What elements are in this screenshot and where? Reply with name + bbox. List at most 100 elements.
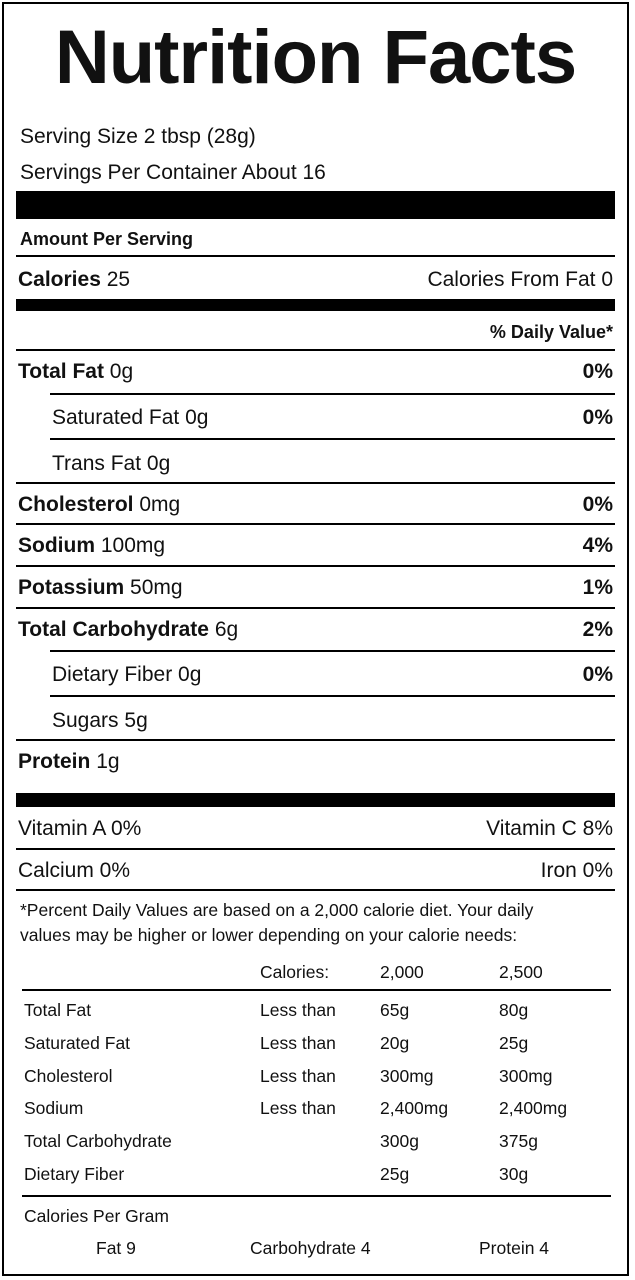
footnote: *Percent Daily Values are based on a 2,0…	[20, 898, 533, 948]
nutrient-row-protein: Protein 1g	[16, 750, 613, 780]
nutrient-row-total-carbohydrate: Total Carbohydrate 6g 2%	[16, 618, 613, 648]
nutrient-label: Sugars	[52, 709, 119, 732]
dv-table-cell: Sodium	[24, 1098, 84, 1118]
thick-divider	[16, 793, 615, 807]
nutrient-amount: 50mg	[130, 576, 183, 599]
nutrient-dv: 1%	[582, 576, 613, 599]
calories-per-gram-fat: Fat 9	[96, 1238, 136, 1258]
divider	[16, 739, 615, 741]
dv-table-cell: 300g	[380, 1131, 419, 1151]
divider	[16, 848, 615, 850]
divider	[16, 565, 615, 567]
dv-table-cell: Total Carbohydrate	[24, 1131, 172, 1151]
nutrient-amount: 1g	[96, 750, 120, 773]
divider	[16, 349, 615, 351]
divider	[16, 255, 615, 257]
vitamin-row-2: Calcium 0% Iron 0%	[16, 859, 613, 889]
footnote-line: *Percent Daily Values are based on a 2,0…	[20, 900, 534, 920]
calcium: Calcium 0%	[18, 859, 131, 882]
medium-divider	[16, 299, 615, 311]
dv-table-cell: 300mg	[380, 1066, 434, 1086]
dv-table-cell: 2,400mg	[380, 1098, 449, 1118]
daily-value-header-row: % Daily Value*	[16, 322, 613, 352]
calories-row: Calories 25 Calories From Fat 0	[16, 268, 613, 298]
dv-table-header-2500: 2,500	[499, 962, 543, 982]
nutrient-label: Cholesterol	[18, 493, 134, 516]
vitamin-row-1: Vitamin A 0% Vitamin C 8%	[16, 817, 613, 847]
dv-table-cell: 375g	[499, 1131, 538, 1151]
nutrient-label: Saturated Fat	[52, 406, 180, 429]
nutrient-amount: 6g	[214, 618, 239, 641]
nutrient-amount: 0g	[178, 663, 202, 686]
nutrient-dv: 0%	[582, 493, 613, 516]
iron: Iron 0%	[540, 859, 613, 882]
nutrient-label: Potassium	[18, 576, 125, 599]
dv-table-cell: Less than	[260, 1000, 336, 1020]
dv-table-header-2000: 2,000	[380, 962, 424, 982]
nutrient-row-sugars: Sugars 5g	[16, 709, 613, 739]
nutrient-amount: 0g	[146, 452, 171, 475]
servings-per-container: Servings Per Container About 16	[20, 161, 326, 184]
dv-table-cell: 2,400mg	[499, 1098, 568, 1118]
nutrient-dv: 0%	[582, 406, 613, 429]
nutrient-label: Trans Fat	[52, 452, 142, 475]
dv-table-header-calories: Calories:	[260, 962, 330, 982]
nutrient-label: Protein	[18, 750, 91, 773]
divider	[22, 1195, 611, 1197]
nutrient-row-sodium: Sodium 100mg 4%	[16, 534, 613, 564]
divider	[50, 650, 615, 652]
dv-table-cell: Total Fat	[24, 1000, 92, 1020]
dv-table-cell: 25g	[380, 1164, 410, 1184]
nutrient-amount: 0g	[185, 406, 209, 429]
nutrient-amount: 5g	[124, 709, 148, 732]
dv-table-cell: 65g	[380, 1000, 410, 1020]
nutrient-label: Total Carbohydrate	[18, 618, 209, 641]
dv-table-cell: Saturated Fat	[24, 1033, 131, 1053]
nutrient-row-dietary-fiber: Dietary Fiber 0g 0%	[16, 663, 613, 693]
nutrient-dv: 0%	[582, 663, 613, 686]
nutrient-label: Dietary Fiber	[52, 663, 173, 686]
divider	[50, 393, 615, 395]
divider	[50, 695, 615, 697]
nutrient-dv: 4%	[582, 534, 613, 557]
label-title: Nutrition Facts	[54, 15, 577, 100]
dv-table-cell: Less than	[260, 1066, 336, 1086]
nutrient-amount: 0g	[109, 360, 134, 383]
divider	[22, 989, 611, 991]
dv-table-cell: Dietary Fiber	[24, 1164, 125, 1184]
dv-table-cell: 30g	[499, 1164, 529, 1184]
calories-per-gram-protein: Protein 4	[479, 1238, 550, 1258]
nutrient-dv: 0%	[582, 360, 613, 383]
divider	[16, 889, 615, 891]
daily-value-header: % Daily Value*	[489, 322, 613, 342]
dv-table-cell: 80g	[499, 1000, 529, 1020]
nutrient-row-cholesterol: Cholesterol 0mg 0%	[16, 493, 613, 523]
divider	[16, 607, 615, 609]
calories-value: 25	[106, 268, 131, 291]
nutrient-label: Sodium	[18, 534, 95, 557]
dv-table-cell: 20g	[380, 1033, 410, 1053]
nutrient-amount: 0mg	[139, 493, 181, 516]
divider	[50, 438, 615, 440]
dv-table-cell: Cholesterol	[24, 1066, 113, 1086]
serving-size: Serving Size 2 tbsp (28g)	[20, 125, 256, 148]
dv-table-cell: 300mg	[499, 1066, 553, 1086]
vitamin-c: Vitamin C 8%	[486, 817, 613, 840]
thick-divider	[16, 191, 615, 219]
nutrient-row-total-fat: Total Fat 0g 0%	[16, 360, 613, 390]
vitamin-a: Vitamin A 0%	[18, 817, 142, 840]
nutrient-label: Total Fat	[18, 360, 104, 383]
dv-table-cell: 25g	[499, 1033, 529, 1053]
nutrient-dv: 2%	[582, 618, 613, 641]
divider	[16, 482, 615, 484]
nutrient-amount: 100mg	[100, 534, 166, 557]
nutrient-row-trans-fat: Trans Fat 0g	[16, 452, 613, 482]
dv-table-cell: Less than	[260, 1033, 336, 1053]
amount-per-serving: Amount Per Serving	[20, 229, 194, 249]
nutrient-row-saturated-fat: Saturated Fat 0g 0%	[16, 406, 613, 436]
calories-per-gram-label: Calories Per Gram	[24, 1206, 169, 1226]
calories-per-gram-carbohydrate: Carbohydrate 4	[250, 1238, 371, 1258]
divider	[16, 523, 615, 525]
calories-from-fat: Calories From Fat 0	[427, 268, 613, 291]
